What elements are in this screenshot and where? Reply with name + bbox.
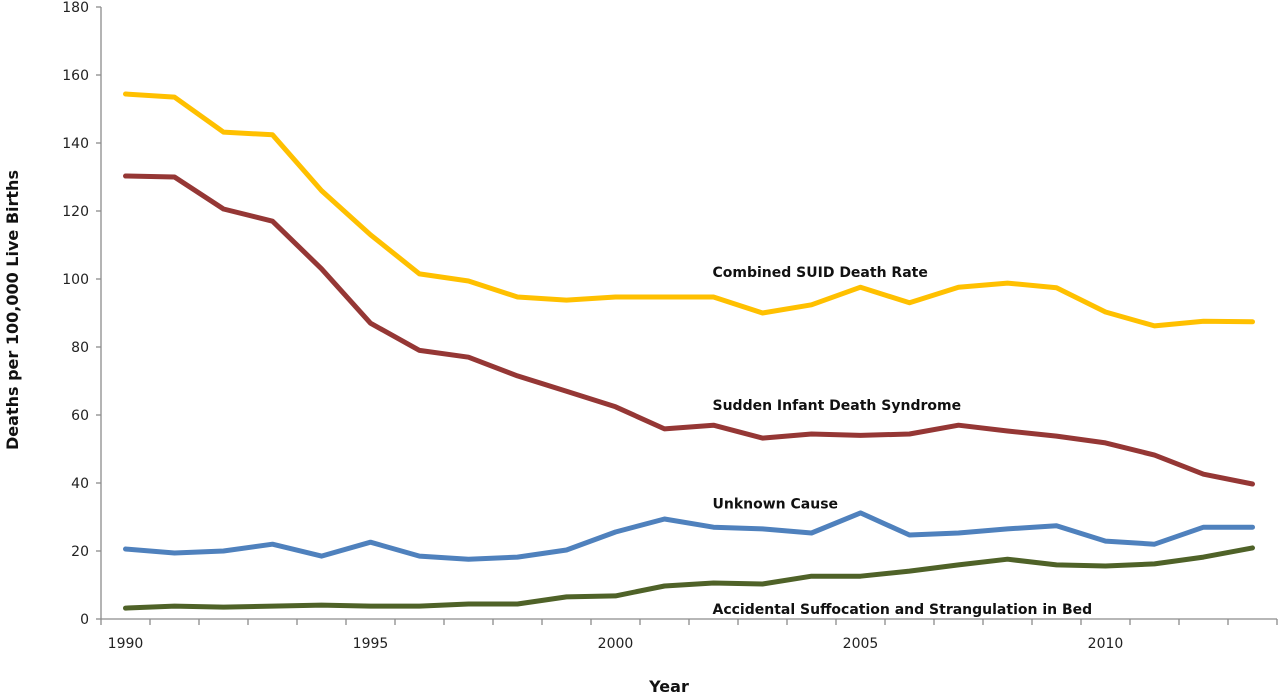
y-tick-label: 160 — [62, 68, 89, 84]
series-lines — [123, 91, 1255, 611]
x-tick-label: 2005 — [843, 636, 879, 652]
x-axis-title: Year — [648, 677, 689, 695]
y-tick-label: 20 — [71, 544, 89, 560]
series-line-accidental-suffocation-and-strangulation-in-bed — [123, 545, 1255, 611]
x-tick-label: 1990 — [108, 636, 144, 652]
series-label: Accidental Suffocation and Strangulation… — [713, 602, 1093, 618]
x-tick-label: 2000 — [598, 636, 634, 652]
y-tick-label: 40 — [71, 476, 89, 492]
series-line-combined-suid-death-rate — [123, 91, 1255, 329]
y-axis-title: Deaths per 100,000 Live Births — [3, 170, 22, 450]
x-tick-label: 1995 — [353, 636, 389, 652]
x-ticks: 1990 1995 2000 2005 2010 — [100, 619, 1278, 652]
series-annotations: Combined SUID Death Rate Sudden Infant De… — [713, 265, 1093, 618]
y-ticks: 0 20 40 60 80 100 120 140 160 180 — [62, 0, 101, 628]
y-tick-label: 180 — [62, 0, 89, 16]
series-label: Unknown Cause — [713, 496, 839, 512]
y-tick-label: 0 — [80, 612, 89, 628]
y-tick-label: 60 — [71, 408, 89, 424]
series-label: Combined SUID Death Rate — [713, 265, 928, 281]
y-tick-label: 140 — [62, 136, 89, 152]
y-tick-label: 80 — [71, 340, 89, 356]
series-line-unknown-cause — [123, 510, 1255, 562]
series-line-sudden-infant-death-syndrome — [123, 173, 1255, 487]
series-label: Sudden Infant Death Syndrome — [713, 398, 962, 414]
y-tick-label: 100 — [62, 272, 89, 288]
x-tick-label: 2010 — [1088, 636, 1124, 652]
y-tick-label: 120 — [62, 204, 89, 220]
axes — [100, 7, 1277, 620]
